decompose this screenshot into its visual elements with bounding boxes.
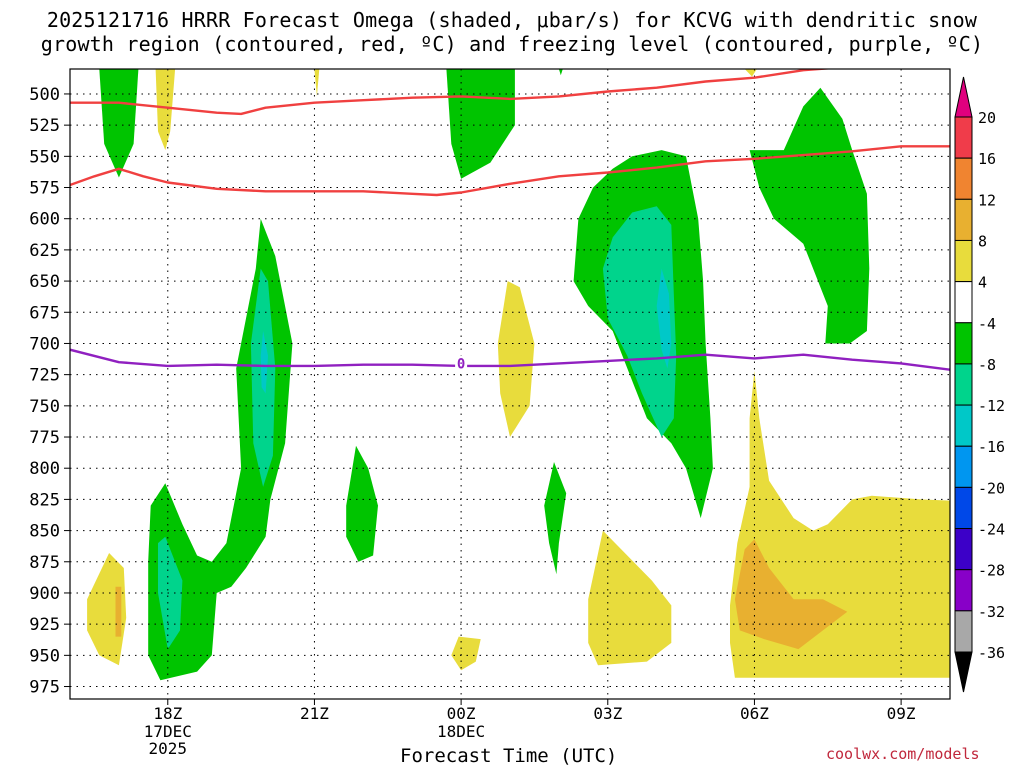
colorbar-box-12 <box>954 610 973 653</box>
colorbar-box-3 <box>954 239 973 283</box>
chart-title-line-2: growth region (contoured, red, ºC) and f… <box>40 32 984 56</box>
colorbar-label--16: -16 <box>978 438 1005 456</box>
colorbar-label-16: 16 <box>978 150 996 168</box>
colorbar-box-2 <box>954 198 973 241</box>
colorbar-label--32: -32 <box>978 603 1005 621</box>
x-tick-sublabel-18DEC: 18DEC <box>437 722 485 741</box>
y-tick-label-675: 675 <box>29 303 60 323</box>
colorbar-box-11 <box>954 569 973 612</box>
colorbar-box-0 <box>954 116 973 159</box>
x-tick-sublabel-2025: 2025 <box>149 739 188 758</box>
x-tick-sublabel-17DEC: 17DEC <box>144 722 192 741</box>
colorbar-label--4: -4 <box>978 315 996 333</box>
y-tick-label-625: 625 <box>29 241 60 261</box>
omega-region-3 <box>446 69 515 179</box>
omega-region-18 <box>656 268 672 369</box>
colorbar-box-7 <box>954 404 973 447</box>
colorbar-label--12: -12 <box>978 397 1005 415</box>
omega-region-0 <box>99 69 139 178</box>
y-tick-label-850: 850 <box>29 522 60 542</box>
omega-region-14 <box>451 636 481 671</box>
colorbar-box-8 <box>954 445 973 488</box>
y-tick-label-600: 600 <box>29 210 60 230</box>
y-tick-label-650: 650 <box>29 272 60 292</box>
omega-region-1 <box>155 69 176 151</box>
omega-region-8 <box>158 536 183 650</box>
y-tick-label-575: 575 <box>29 179 60 199</box>
omega-region-4 <box>744 69 757 77</box>
y-tick-label-900: 900 <box>29 584 60 604</box>
y-axis: 500 525 550 575 600 625 650 675 700 725 750 775 800 8… <box>29 85 70 698</box>
colorbar-label-20: 20 <box>978 109 996 127</box>
colorbar-label--28: -28 <box>978 562 1005 580</box>
omega-region-12 <box>497 281 535 437</box>
y-tick-label-700: 700 <box>29 334 60 354</box>
omega-region-21 <box>734 539 848 650</box>
x-axis-label: Forecast Time (UTC) <box>400 745 618 767</box>
omega-shading <box>70 69 950 709</box>
y-tick-label-525: 525 <box>29 116 60 136</box>
y-tick-label-500: 500 <box>29 85 60 105</box>
colorbar-box-5 <box>954 322 973 365</box>
omega-region-19 <box>749 87 870 344</box>
y-tick-label-825: 825 <box>29 490 60 510</box>
gridlines <box>70 69 950 699</box>
x-tick-label-21Z: 21Z <box>300 704 329 723</box>
freezing-label-bg <box>455 355 468 371</box>
omega-region-22 <box>558 69 563 76</box>
colorbar-top-arrow <box>954 76 973 118</box>
x-tick-label-09Z: 09Z <box>887 704 916 723</box>
y-tick-label-975: 975 <box>29 678 60 698</box>
colorbar-box-1 <box>954 157 973 200</box>
colorbar-label--24: -24 <box>978 521 1005 539</box>
omega-region-17 <box>602 206 677 437</box>
colorbar-label--20: -20 <box>978 479 1005 497</box>
colorbar-label-4: 4 <box>978 274 987 292</box>
omega-region-15 <box>588 530 672 666</box>
colorbar-label--36: -36 <box>978 644 1005 662</box>
chart-title: 2025121716 HRRR Forecast Omega (shaded, … <box>0 8 1024 56</box>
plot-frame <box>69 68 951 700</box>
omega-region-7 <box>260 331 268 394</box>
terrain-fill <box>70 699 950 709</box>
colorbar-label-12: 12 <box>978 191 996 209</box>
chart-title-line-1: 2025121716 HRRR Forecast Omega (shaded, … <box>46 8 978 32</box>
omega-region-11 <box>346 445 378 562</box>
y-tick-label-775: 775 <box>29 428 60 448</box>
omega-region-13 <box>544 462 567 575</box>
y-tick-label-725: 725 <box>29 366 60 386</box>
colorbar-box-4 <box>954 281 973 324</box>
dgz-contour-0 <box>70 69 836 116</box>
colorbar-label--8: -8 <box>978 356 996 374</box>
omega-region-10 <box>115 586 122 637</box>
y-tick-label-550: 550 <box>29 147 60 167</box>
dgz-contour-1 <box>70 145 950 197</box>
watermark: coolwx.com/models <box>826 745 980 763</box>
y-tick-label-875: 875 <box>29 553 60 573</box>
colorbar: 20 16 12 8 4 -4 -8 -12 -16 -20 -24 -28 -32 -36 <box>954 76 1005 693</box>
colorbar-box-6 <box>954 363 973 406</box>
x-tick-label-18Z: 18Z <box>153 704 182 723</box>
x-tick-label-00Z: 00Z <box>447 704 476 723</box>
freezing-level-line <box>70 348 950 371</box>
y-tick-label-925: 925 <box>29 615 60 635</box>
freezing-level-label: 0 <box>457 356 465 372</box>
x-tick-label-06Z: 06Z <box>740 704 769 723</box>
y-tick-label-750: 750 <box>29 397 60 417</box>
y-tick-label-950: 950 <box>29 646 60 666</box>
colorbar-box-9 <box>954 486 973 530</box>
colorbar-box-10 <box>954 528 973 571</box>
colorbar-label-8: 8 <box>978 232 987 250</box>
contours: 0 <box>70 69 950 372</box>
omega-region-2 <box>314 69 320 97</box>
y-tick-label-800: 800 <box>29 459 60 479</box>
colorbar-bottom-arrow <box>954 651 973 693</box>
omega-region-9 <box>87 553 127 666</box>
x-tick-label-03Z: 03Z <box>593 704 622 723</box>
